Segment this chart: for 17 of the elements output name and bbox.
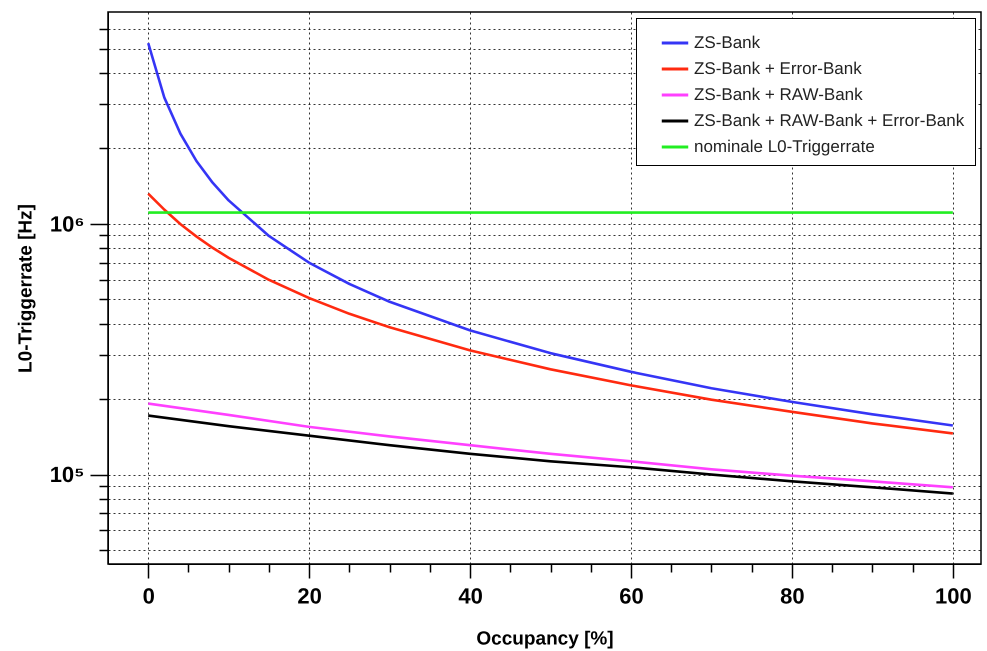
x-tick-label: 80: [780, 584, 805, 608]
line-series: [146, 402, 954, 489]
legend-label: ZS-Bank + Error-Bank: [694, 59, 862, 78]
y-tick-label: 10⁶: [50, 211, 84, 236]
x-axis-title: Occupancy [%]: [476, 628, 614, 650]
legend-label: ZS-Bank + RAW-Bank: [694, 85, 864, 104]
x-tick-label: 100: [934, 584, 972, 608]
y-axis-title: L0-Triggerrate [Hz]: [16, 204, 37, 373]
x-tick-label: 0: [142, 584, 155, 608]
legend-label: ZS-Bank: [694, 33, 761, 52]
x-tick-label: 20: [297, 584, 322, 608]
x-tick-label: 60: [619, 584, 644, 608]
line-series: [146, 192, 954, 435]
y-tick-label: 10⁵: [50, 462, 84, 488]
x-tick-label: 40: [458, 584, 483, 608]
legend-label: nominale L0-Triggerrate: [694, 137, 875, 156]
legend-label: ZS-Bank + RAW-Bank + Error-Bank: [694, 111, 965, 130]
